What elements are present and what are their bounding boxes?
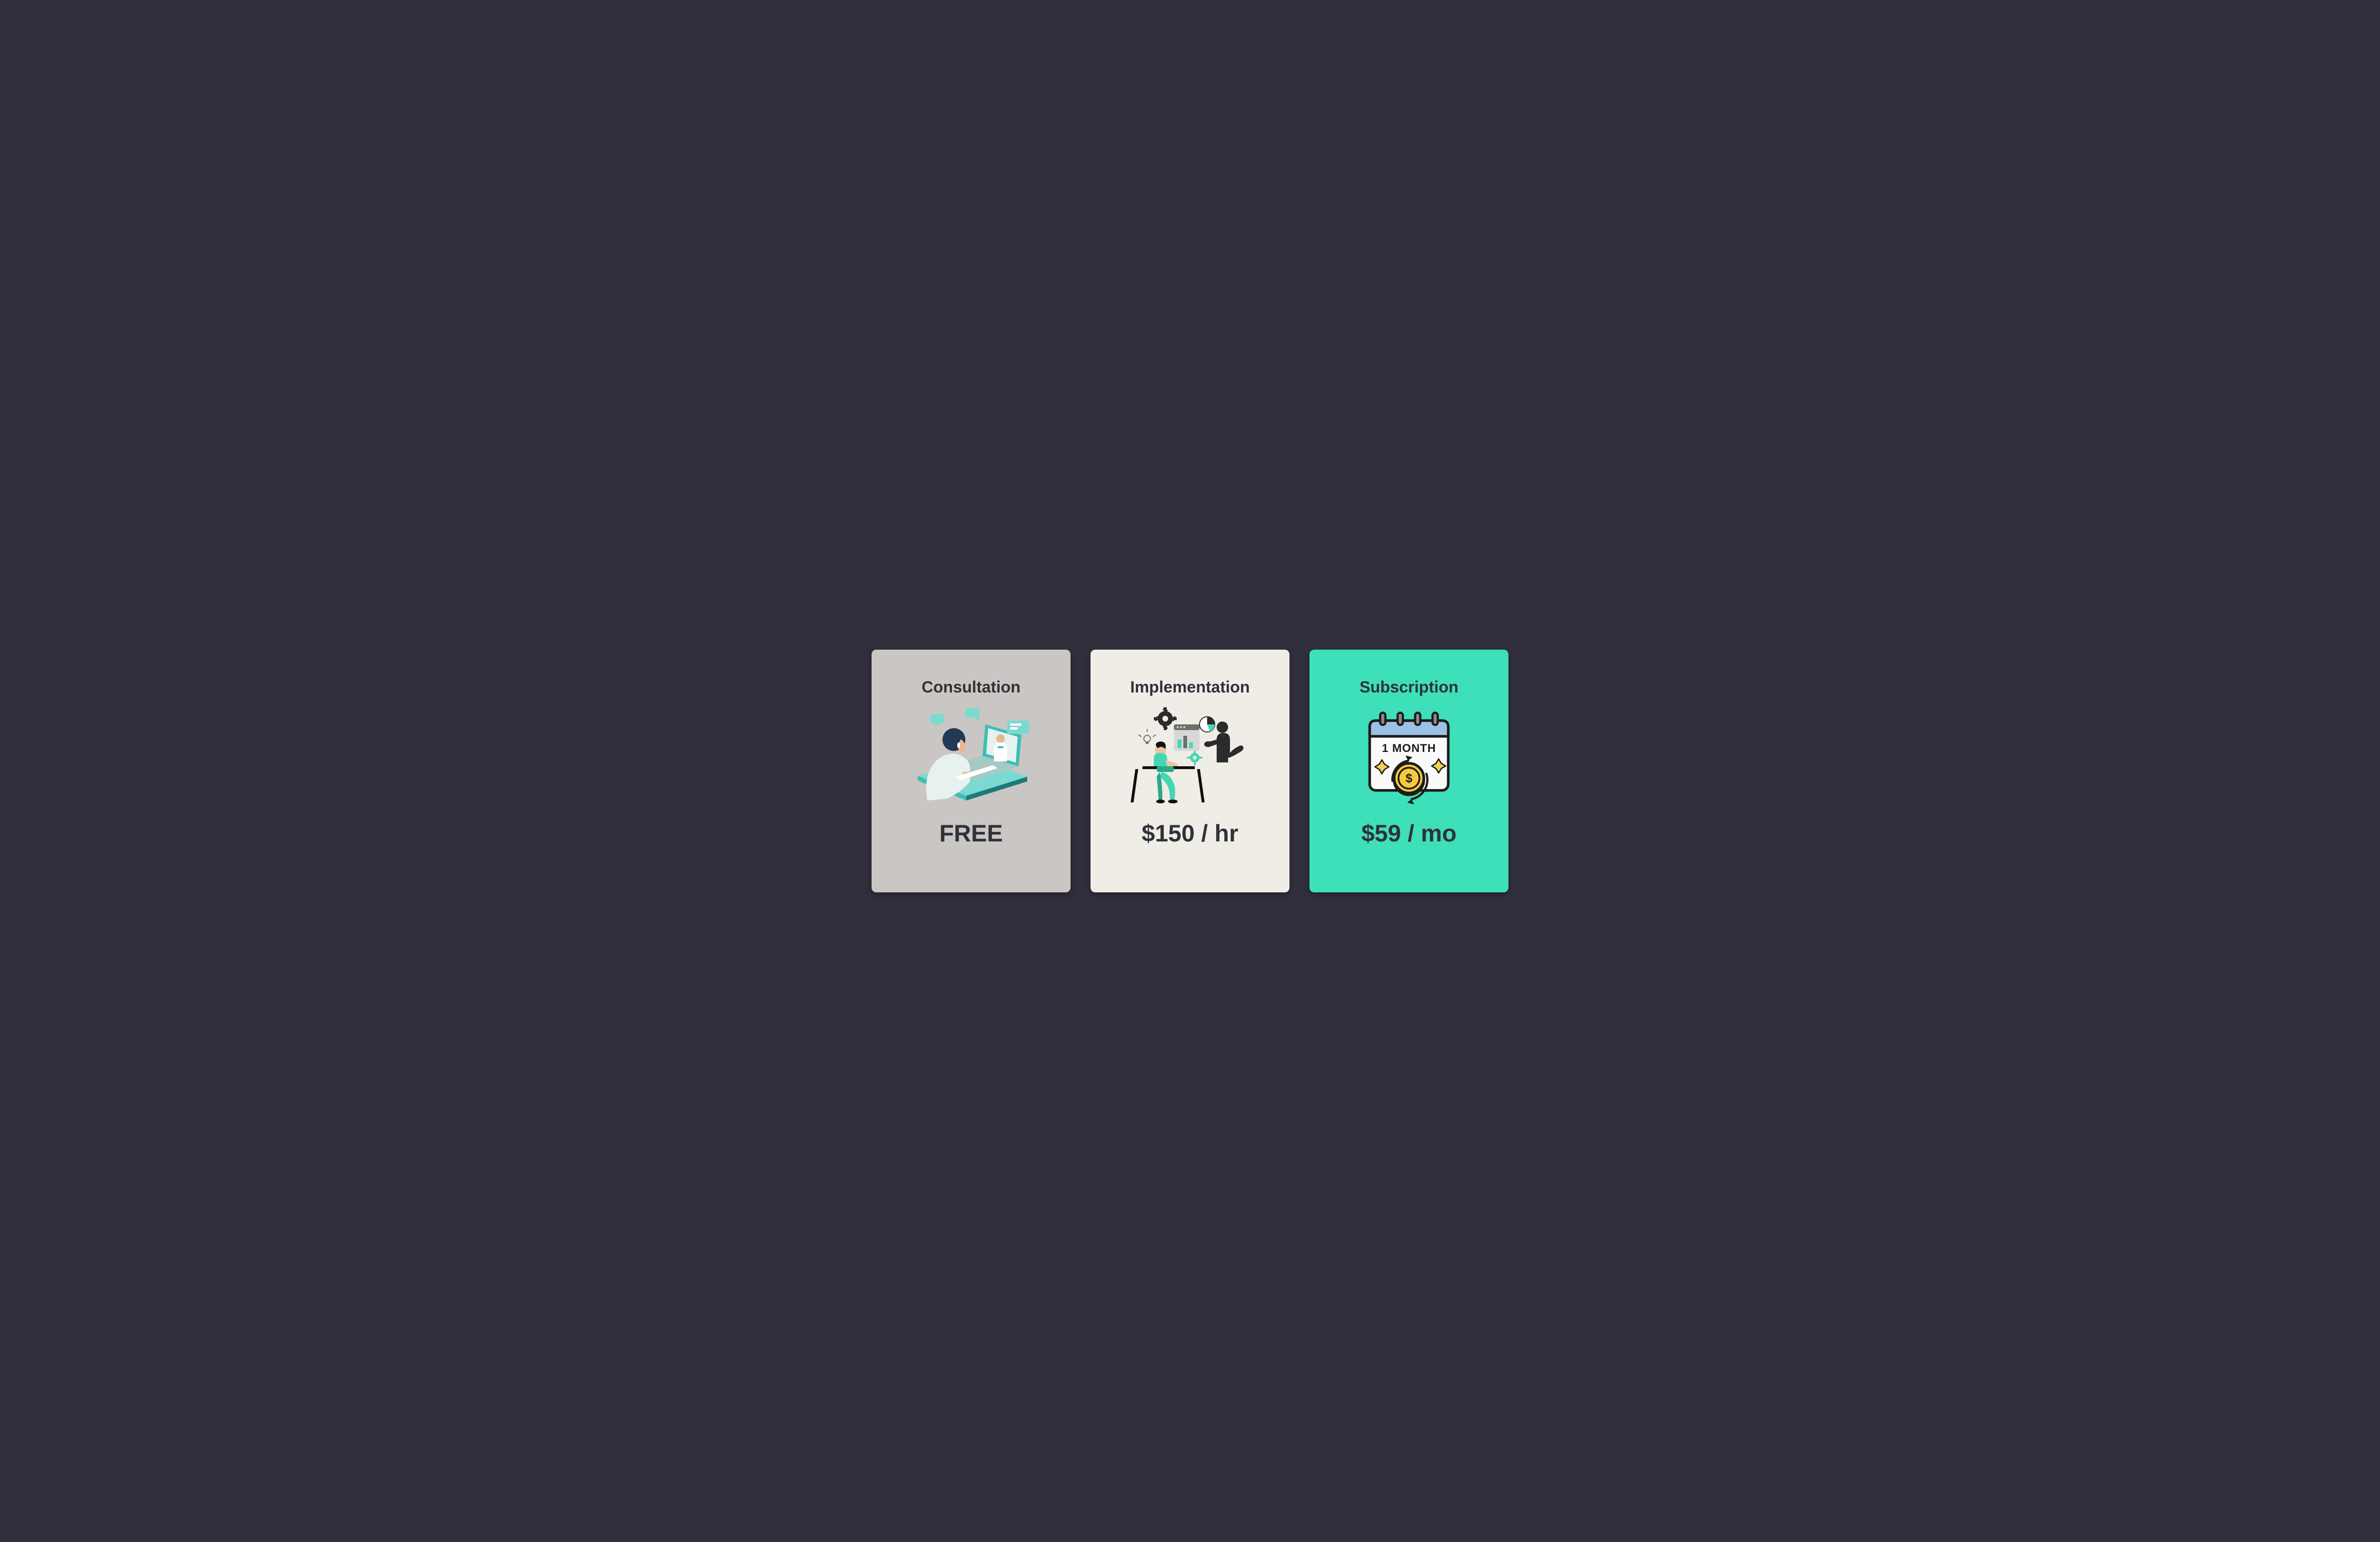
pricing-card-consultation[interactable]: Consultation: [872, 650, 1071, 892]
card-title: Consultation: [922, 678, 1021, 697]
card-price: $150 / hr: [1142, 820, 1239, 847]
card-title: Subscription: [1359, 678, 1458, 697]
calendar-label: 1 MONTH: [1382, 742, 1436, 755]
pricing-row: Consultation: [853, 631, 1527, 911]
subscription-illustration: 1 MONTH $: [1357, 705, 1461, 810]
consultation-illustration: [909, 705, 1033, 810]
card-title: Implementation: [1130, 678, 1250, 697]
card-price: $59 / mo: [1361, 820, 1457, 847]
svg-text:$: $: [1406, 772, 1412, 785]
pricing-card-subscription[interactable]: Subscription 1 MONTH: [1309, 650, 1508, 892]
pricing-card-implementation[interactable]: Implementation: [1091, 650, 1289, 892]
implementation-illustration: [1128, 705, 1252, 810]
card-price: FREE: [939, 820, 1002, 847]
